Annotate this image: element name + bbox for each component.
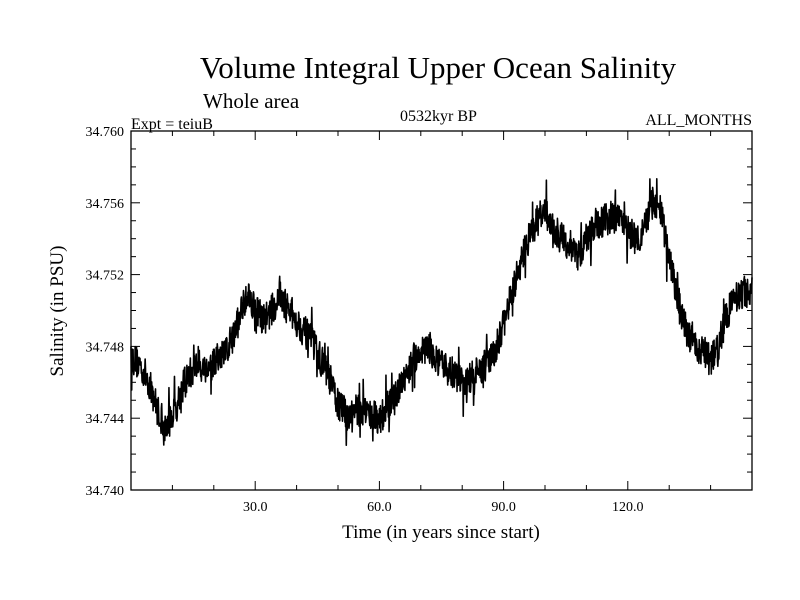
y-tick-label: 34.744 (86, 412, 125, 427)
y-axis-title: Salinity (in PSU) (47, 246, 68, 377)
y-tick-label: 34.760 (86, 125, 125, 140)
series-group (130, 177, 753, 447)
x-tick-label: 90.0 (491, 500, 516, 515)
y-tick-label: 34.752 (86, 269, 125, 284)
x-axis-title: Time (in years since start) (342, 522, 540, 543)
months-label: ALL_MONTHS (645, 112, 752, 129)
salinity-series-line (130, 177, 753, 447)
axis-tick-labels: 30.0 60.0 90.0 120.0 34.740 34.744 34.748 34.75… (86, 125, 644, 515)
plot-frame (130, 130, 753, 491)
x-tick-label: 120.0 (612, 500, 644, 515)
axis-ticks (131, 131, 752, 490)
experiment-label: Expt = teiuB (131, 116, 213, 133)
x-tick-label: 30.0 (243, 500, 268, 515)
chart-title: Volume Integral Upper Ocean Salinity (199, 50, 677, 85)
x-tick-label: 60.0 (367, 500, 392, 515)
y-tick-label: 34.756 (86, 197, 125, 212)
y-tick-label: 34.748 (86, 340, 125, 355)
chart-subtitle: Whole area (203, 89, 300, 113)
y-tick-label: 34.740 (86, 484, 125, 499)
period-label: 0532kyr BP (400, 108, 477, 125)
